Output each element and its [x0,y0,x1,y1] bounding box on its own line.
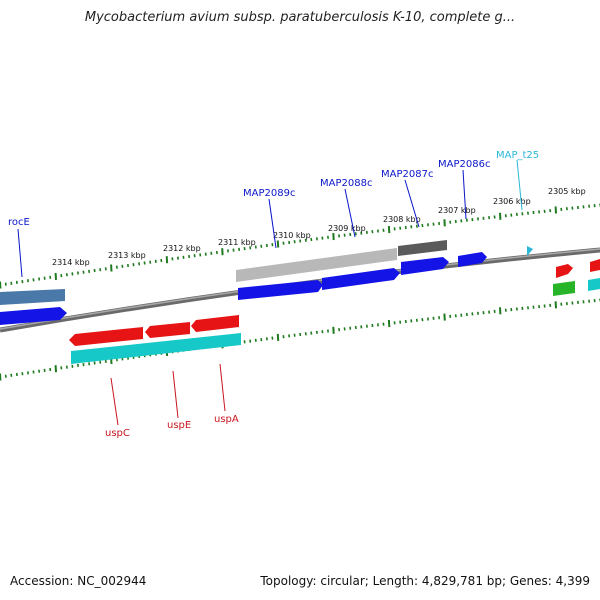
gene-feature[interactable] [527,246,533,256]
label-leader-lines [17,159,523,426]
gene-feature[interactable] [322,268,400,290]
gene-label-map2086c[interactable]: MAP2086c [438,159,490,170]
gene-label-map2088c[interactable]: MAP2088c [320,178,372,189]
accession-text: Accession: NC_002944 [10,574,147,588]
tick-label: 2309 kbp [328,224,366,233]
outer-tick-ring [0,203,600,289]
tick-label: 2310 kbp [273,231,311,240]
gene-feature[interactable] [69,327,143,346]
gene-label-uspa[interactable]: uspA [214,414,239,425]
reverse-strand-features [69,315,241,364]
tick-labels: 2314 kbp 2313 kbp 2312 kbp 2311 kbp 2310… [52,187,586,267]
gene-label-roce[interactable]: rocE [8,217,30,228]
tick-label: 2305 kbp [548,187,586,196]
gene-label-map2087c[interactable]: MAP2087c [381,169,433,180]
gene-feature[interactable] [458,252,487,267]
gene-label-map-t25[interactable]: MAP_t25 [496,150,539,161]
tick-label: 2308 kbp [383,215,421,224]
gene-feature[interactable] [0,289,65,305]
gene-label-uspc[interactable]: uspC [105,428,130,439]
gene-labels: rocE MAP2089c MAP2088c MAP2087c MAP2086c… [8,150,539,439]
forward-strand-features [0,240,600,325]
gene-feature[interactable] [71,333,241,364]
gene-feature[interactable] [553,281,575,296]
gene-feature[interactable] [145,322,190,338]
map-title: Mycobacterium avium subsp. paratuberculo… [84,10,516,25]
tick-label: 2314 kbp [52,258,90,267]
gene-feature[interactable] [588,278,600,291]
tick-label: 2313 kbp [108,251,146,260]
gene-feature[interactable] [401,257,449,275]
gene-label-map2089c[interactable]: MAP2089c [243,188,295,199]
gene-label-uspe[interactable]: uspE [167,420,191,431]
gene-feature[interactable] [0,307,67,325]
tick-label: 2307 kbp [438,206,476,215]
gene-feature[interactable] [590,259,600,272]
gene-feature[interactable] [191,315,239,332]
tick-label: 2306 kbp [493,197,531,206]
gene-feature[interactable] [236,248,397,282]
genome-summary-text: Topology: circular; Length: 4,829,781 bp… [260,574,590,588]
gene-feature[interactable] [238,280,323,300]
tick-label: 2312 kbp [163,244,201,253]
gene-feature[interactable] [556,264,573,278]
gene-feature[interactable] [398,240,447,256]
tick-label: 2311 kbp [218,238,256,247]
